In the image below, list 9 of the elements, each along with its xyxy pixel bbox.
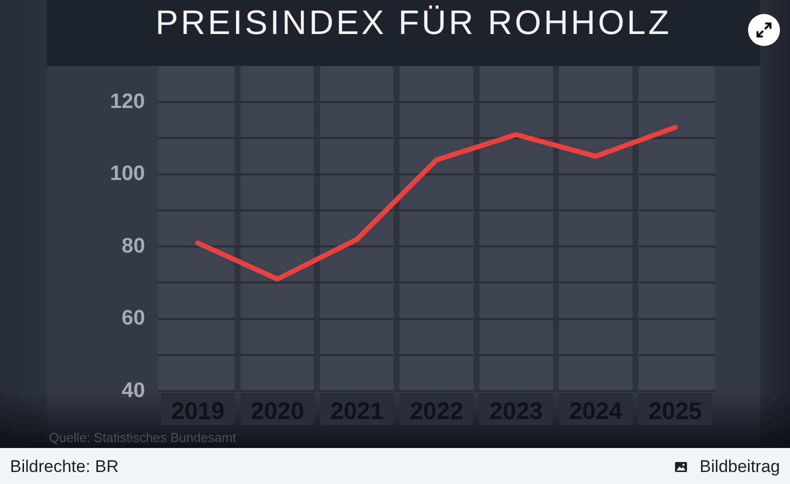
y-tick-label: 100 <box>110 162 145 186</box>
y-tick-label: 120 <box>110 90 145 113</box>
y-tick-label: 40 <box>122 378 145 402</box>
y-tick-label: 60 <box>122 306 145 330</box>
text: Bildbeitrag <box>700 457 780 477</box>
chart-title: PREISINDEX FÜR ROHHOLZ <box>156 4 672 42</box>
y-tick-label: 80 <box>122 234 145 258</box>
source-note: Quelle: Statistisches Bundesamt <box>49 430 236 445</box>
text: Bildrechte: BR <box>10 457 119 476</box>
